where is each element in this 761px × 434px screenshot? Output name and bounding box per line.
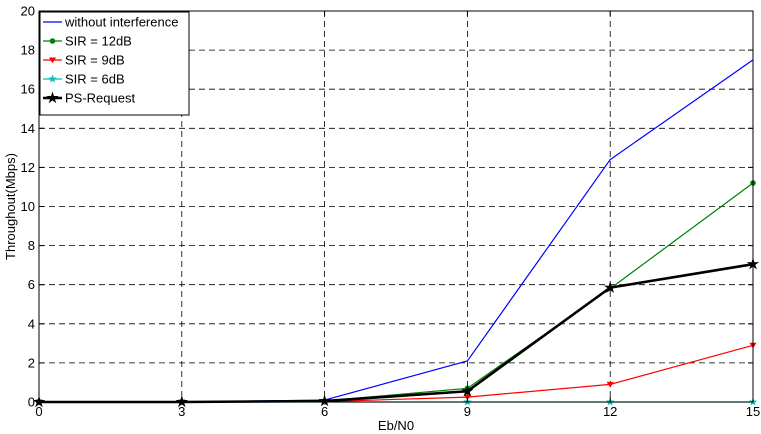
x-axis-label: Eb/N0 (378, 418, 414, 433)
x-tick-label: 15 (746, 404, 760, 419)
y-tick-label: 8 (28, 238, 35, 253)
legend-label: SIR = 12dB (65, 34, 132, 49)
series-line-1 (39, 182, 754, 403)
legend-label: without interference (64, 15, 178, 30)
legend-marker-4 (46, 91, 59, 104)
legend-marker-3 (48, 74, 57, 83)
legend-label: PS-Request (65, 91, 135, 106)
series-line-4 (39, 262, 754, 404)
y-tick-label: 12 (21, 160, 35, 175)
y-tick-label: 20 (21, 4, 35, 19)
y-tick-label: 4 (28, 316, 35, 331)
x-tick-label: 12 (603, 404, 617, 419)
legend-box (39, 11, 190, 116)
y-tick-label: 10 (21, 199, 35, 214)
legend-label: SIR = 6dB (65, 72, 125, 87)
y-tick-label: 18 (21, 43, 35, 58)
y-tick-label: 16 (21, 82, 35, 97)
axis-ticks: 0 3 6 9 12 15 0 2 4 6 8 10 12 14 16 18 20 (21, 4, 761, 420)
y-tick-label: 2 (28, 355, 35, 370)
series-line-2 (39, 344, 754, 403)
legend-marker-2 (48, 57, 57, 64)
x-tick-label: 9 (464, 404, 471, 419)
x-tick-label: 3 (178, 404, 185, 419)
x-tick-label: 0 (35, 404, 42, 419)
legend-marker-1 (49, 38, 56, 44)
y-tick-label: 14 (21, 121, 35, 136)
legend-label: SIR = 9dB (65, 53, 125, 68)
x-tick-label: 6 (321, 404, 328, 419)
y-axis-label: Throughout(Mbps) (3, 153, 18, 260)
y-tick-label: 6 (28, 277, 35, 292)
data-point-4 (461, 384, 474, 397)
legend: without interference SIR = 12dB SIR = 9dB S… (39, 11, 190, 116)
data-point-4 (604, 281, 617, 293)
y-tick-label: 0 (28, 395, 35, 410)
data-point-2 (606, 381, 614, 388)
